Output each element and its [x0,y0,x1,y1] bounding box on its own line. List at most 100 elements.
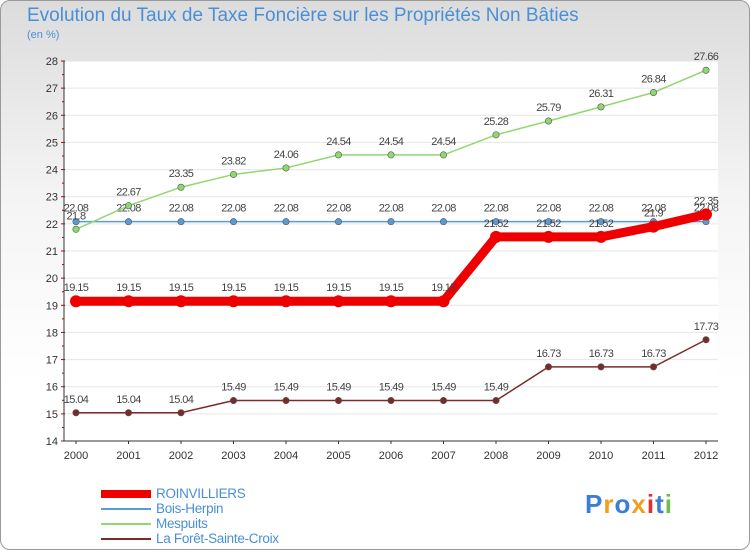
data-label-mespuits-2006: 24.54 [379,136,404,148]
data-point-bois-herpin-2004 [282,218,290,226]
legend-swatch-bois-herpin [101,508,151,510]
data-point-roinvilliers-2011 [647,220,660,233]
data-point-la-foret-sainte-croix-2011 [649,363,657,371]
data-point-la-foret-sainte-croix-2012 [702,336,710,344]
x-tick-label-2000: 2000 [64,450,88,462]
data-label-mespuits-2008: 25.28 [484,116,509,128]
logo-letter: x [631,489,647,519]
data-label-bois-herpin-2000: 22.08 [64,203,89,215]
data-label-mespuits-2000: 21.8 [66,210,85,222]
data-label-roinvilliers-2007: 19.15 [431,282,456,294]
y-tick-label-25: 25 [46,137,58,149]
legend-swatch-roinvilliers [101,490,151,498]
data-point-mespuits-2006 [387,151,395,159]
data-point-mespuits-2011 [649,88,657,96]
data-label-mespuits-2004: 24.06 [274,149,299,161]
logo-letter: o [614,489,632,519]
data-point-roinvilliers-2012 [700,208,712,221]
legend-label-bois-herpin: Bois-Herpin [156,501,224,516]
data-point-roinvilliers-2002 [175,295,187,308]
data-label-mespuits-2010: 26.31 [589,88,614,100]
data-label-la-foret-sainte-croix-2002: 15.04 [169,394,194,406]
data-point-la-foret-sainte-croix-2002 [177,409,185,417]
data-point-la-foret-sainte-croix-2003 [230,397,238,405]
data-point-roinvilliers-2010 [595,230,607,243]
data-point-roinvilliers-2000 [70,295,82,308]
x-tick-label-2009: 2009 [536,450,560,462]
data-label-roinvilliers-2003: 19.15 [221,282,246,294]
data-label-bois-herpin-2006: 22.08 [379,203,404,215]
data-point-mespuits-2003 [230,170,238,178]
x-tick-label-2007: 2007 [431,450,455,462]
x-tick-label-2010: 2010 [589,450,613,462]
proxiti-logo: Proxiti [585,489,673,520]
data-point-roinvilliers-2005 [332,295,345,308]
data-point-la-foret-sainte-croix-2007 [439,397,447,405]
data-point-bois-herpin-2001 [125,218,133,226]
y-tick-label-26: 26 [46,110,58,122]
legend-label-roinvilliers: ROINVILLIERS [156,486,246,501]
y-tick-label-23: 23 [46,192,58,204]
x-tick-label-2002: 2002 [169,450,193,462]
logo-letter: P [585,489,604,519]
y-tick-label-28: 28 [46,56,58,68]
data-label-mespuits-2005: 24.54 [326,136,351,148]
logo-letter: t [655,489,665,519]
logo-letter: i [646,489,656,519]
data-label-bois-herpin-2004: 22.08 [274,203,299,215]
data-label-la-foret-sainte-croix-2008: 15.49 [484,382,509,394]
data-point-mespuits-2010 [597,103,605,111]
data-label-la-foret-sainte-croix-2011: 16.73 [641,348,666,360]
data-label-mespuits-2007: 24.54 [431,136,456,148]
data-label-la-foret-sainte-croix-2000: 15.04 [64,394,89,406]
legend-swatch-mespuits [101,523,151,525]
data-label-roinvilliers-2011: 21.9 [644,208,663,220]
data-point-bois-herpin-2006 [387,218,395,226]
data-point-la-foret-sainte-croix-2010 [597,363,605,371]
data-label-roinvilliers-2004: 19.15 [274,282,299,294]
y-tick-label-21: 21 [46,246,58,258]
data-label-roinvilliers-2006: 19.15 [379,282,404,294]
data-point-bois-herpin-2008 [492,218,500,226]
data-point-la-foret-sainte-croix-2001 [125,409,133,417]
data-point-bois-herpin-2007 [439,218,447,226]
data-label-roinvilliers-2001: 19.15 [116,282,141,294]
data-label-roinvilliers-2000: 19.15 [64,282,89,294]
data-point-la-foret-sainte-croix-2000 [72,409,80,417]
y-unit-label: (en %) [27,29,60,41]
data-point-roinvilliers-2007 [437,295,450,308]
data-label-bois-herpin-2011: 22.08 [641,203,666,215]
x-tick-label-2011: 2011 [642,450,666,462]
data-label-roinvilliers-2002: 19.15 [169,282,194,294]
y-tick-label-22: 22 [46,219,58,231]
data-point-bois-herpin-2005 [334,218,342,226]
data-point-bois-herpin-2003 [230,218,238,226]
data-point-la-foret-sainte-croix-2005 [334,397,342,405]
data-point-roinvilliers-2009 [542,230,555,243]
data-label-la-foret-sainte-croix-2009: 16.73 [536,348,561,360]
legend-label-la-foret-sainte-croix: La Forêt-Sainte-Croix [156,531,279,546]
y-tick-label-20: 20 [46,273,58,285]
y-tick-label-17: 17 [46,355,58,367]
data-label-bois-herpin-2007: 22.08 [431,203,456,215]
x-tick-label-2004: 2004 [274,450,298,462]
data-label-la-foret-sainte-croix-2010: 16.73 [589,348,614,360]
x-tick-label-2008: 2008 [484,450,508,462]
data-point-mespuits-2001 [125,202,133,210]
x-tick-label-2003: 2003 [221,450,245,462]
data-label-bois-herpin-2002: 22.08 [169,203,194,215]
data-label-la-foret-sainte-croix-2007: 15.49 [431,382,456,394]
data-point-bois-herpin-2000 [72,218,80,226]
x-tick-label-2001: 2001 [116,450,140,462]
data-point-roinvilliers-2006 [385,295,397,308]
data-label-bois-herpin-2009: 22.08 [536,203,561,215]
y-tick-label-14: 14 [46,436,58,448]
data-label-la-foret-sainte-croix-2012: 17.73 [694,321,719,333]
y-tick-label-18: 18 [46,327,58,339]
logo-letter: i [664,489,673,519]
data-label-roinvilliers-2005: 19.15 [326,282,351,294]
y-tick-label-27: 27 [46,83,58,95]
data-point-la-foret-sainte-croix-2006 [387,397,395,405]
